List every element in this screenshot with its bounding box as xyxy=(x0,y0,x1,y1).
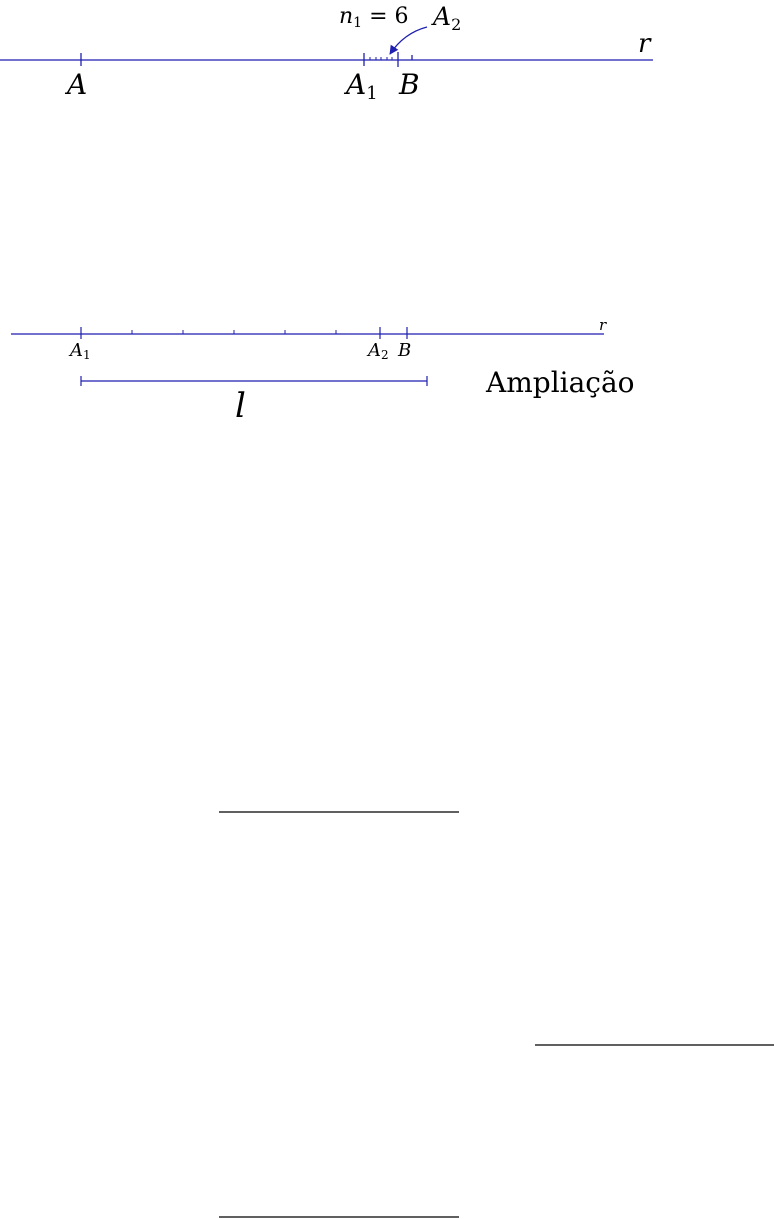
top-callout-n1: n1 = 6 xyxy=(339,4,409,31)
zoom-point-label-a1: A1 xyxy=(68,340,91,362)
top-point-label-b: B xyxy=(398,68,420,101)
top-point-label-a: A xyxy=(64,68,87,101)
zoom-line-label: r xyxy=(599,316,607,334)
top-callout-a2: A2 xyxy=(431,2,461,34)
top-point-label-a1: A1 xyxy=(343,68,378,104)
zoom-subdivision-ticks xyxy=(131,330,337,334)
segment-l-label: l xyxy=(235,386,246,426)
zoom-caption: Ampliação xyxy=(485,366,635,399)
top-subdivision-ticks xyxy=(369,57,393,60)
top-callout-arrow xyxy=(389,26,428,55)
top-line-label: r xyxy=(638,29,652,59)
zoom-point-label-b: B xyxy=(397,340,411,361)
top-figure: r A A1 B n1 = 6 A2 xyxy=(0,2,653,104)
zoom-point-label-a2: A2 xyxy=(366,340,389,362)
zoom-figure: r A1 A2 B l Ampliação xyxy=(11,316,635,426)
